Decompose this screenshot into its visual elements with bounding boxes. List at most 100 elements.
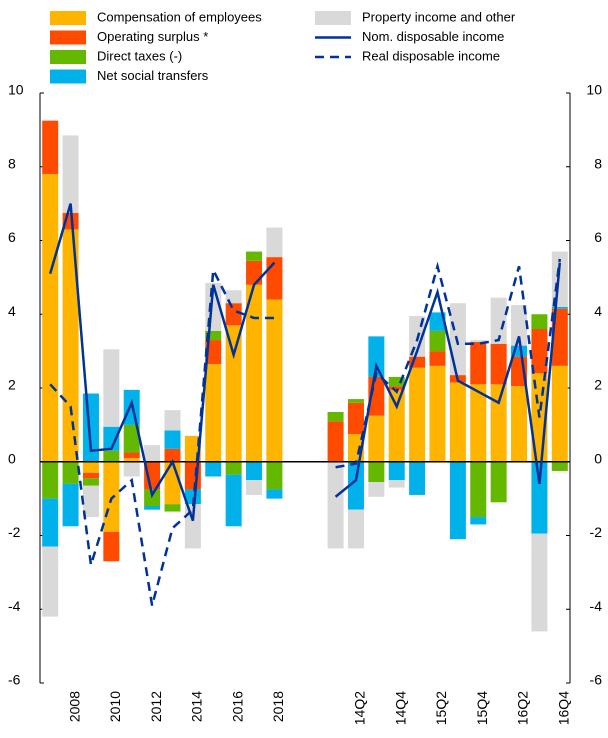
bar <box>246 284 263 462</box>
bar <box>103 450 120 462</box>
bar <box>123 458 140 462</box>
bar <box>184 489 201 505</box>
bar <box>531 533 548 632</box>
bar <box>347 399 364 403</box>
y-tick-label: 0 <box>8 450 16 466</box>
y-tick-label: -4 <box>8 598 21 614</box>
bar <box>225 303 242 326</box>
bar <box>103 461 120 532</box>
legend-label: Nom. disposable income <box>362 29 504 44</box>
bar <box>82 485 99 518</box>
bar <box>42 461 59 499</box>
bar <box>246 251 263 261</box>
bar <box>511 345 528 357</box>
bar <box>164 430 181 449</box>
bar <box>470 461 487 518</box>
x-tick-label: 2016 <box>229 691 245 722</box>
x-tick-label: 14Q4 <box>392 691 408 725</box>
bar <box>103 349 120 427</box>
bar <box>123 461 140 477</box>
bar <box>246 461 263 481</box>
legend-swatch <box>50 11 86 25</box>
legend-swatch <box>50 69 86 84</box>
y-tick-label-right: 6 <box>594 229 602 245</box>
bar <box>531 329 548 374</box>
bar <box>123 452 140 459</box>
bar <box>164 504 181 512</box>
bar <box>470 341 487 385</box>
y-tick-label: 6 <box>8 229 16 245</box>
bar <box>164 461 181 505</box>
bar <box>388 376 405 387</box>
bar <box>123 424 140 453</box>
bar <box>266 461 283 490</box>
y-tick-label: 10 <box>8 82 24 98</box>
y-tick-label-right: -6 <box>590 672 603 688</box>
bar <box>531 314 548 329</box>
x-tick-label: 2012 <box>148 691 164 722</box>
y-tick-label-right: -4 <box>590 598 603 614</box>
bar <box>551 365 568 462</box>
bar <box>144 445 161 462</box>
bar <box>62 483 79 527</box>
y-tick-label-right: 0 <box>594 450 602 466</box>
bar <box>205 364 222 462</box>
bar <box>327 411 344 422</box>
x-tick-label: 2008 <box>66 691 82 722</box>
bar <box>62 135 79 213</box>
x-tick-label: 16Q2 <box>515 691 531 725</box>
bar <box>368 461 385 483</box>
bar <box>205 340 222 365</box>
legend-label: Real disposable income <box>362 48 500 63</box>
bar <box>144 489 161 506</box>
bar <box>551 306 568 309</box>
bar <box>347 509 364 549</box>
bar <box>470 384 487 462</box>
y-tick-label: 8 <box>8 155 16 171</box>
legend-label: Compensation of employees <box>97 9 262 24</box>
legend-label: Net social transfers <box>97 68 209 83</box>
legend-label: Property income and other <box>362 9 516 24</box>
bar <box>82 472 99 479</box>
bar <box>225 474 242 527</box>
line-series <box>335 258 562 469</box>
bar <box>42 546 59 617</box>
bar <box>429 365 446 462</box>
legend-label: Direct taxes (-) <box>97 48 182 63</box>
bar <box>429 351 446 366</box>
bar <box>490 461 507 503</box>
bar <box>327 421 344 462</box>
line-series <box>48 203 276 522</box>
bar <box>42 120 59 175</box>
bar <box>327 461 344 549</box>
bar <box>347 461 364 510</box>
bar <box>62 229 79 462</box>
bar <box>551 461 568 471</box>
x-tick-label: 2010 <box>107 691 123 722</box>
bar <box>409 356 426 368</box>
bar <box>266 299 283 462</box>
bar <box>347 402 364 435</box>
bar <box>42 174 59 462</box>
bar <box>470 517 487 525</box>
bar <box>511 386 528 462</box>
bar <box>266 227 283 258</box>
bar <box>551 308 568 366</box>
bar <box>82 461 99 473</box>
bar <box>144 506 161 510</box>
bar <box>368 336 385 377</box>
bar <box>225 325 242 462</box>
x-tick-label: 15Q2 <box>433 691 449 725</box>
bar <box>82 478 99 486</box>
line-series <box>49 265 275 606</box>
legend-swatch <box>315 11 351 25</box>
legend-swatch <box>50 30 86 45</box>
y-tick-label: -6 <box>8 672 21 688</box>
y-tick-label: 4 <box>8 303 16 319</box>
x-tick-label: 2014 <box>189 691 205 722</box>
legend-label: Operating surplus * <box>97 29 208 44</box>
bar <box>388 386 405 390</box>
y-tick-label-right: 8 <box>594 155 602 171</box>
bar <box>449 382 466 462</box>
